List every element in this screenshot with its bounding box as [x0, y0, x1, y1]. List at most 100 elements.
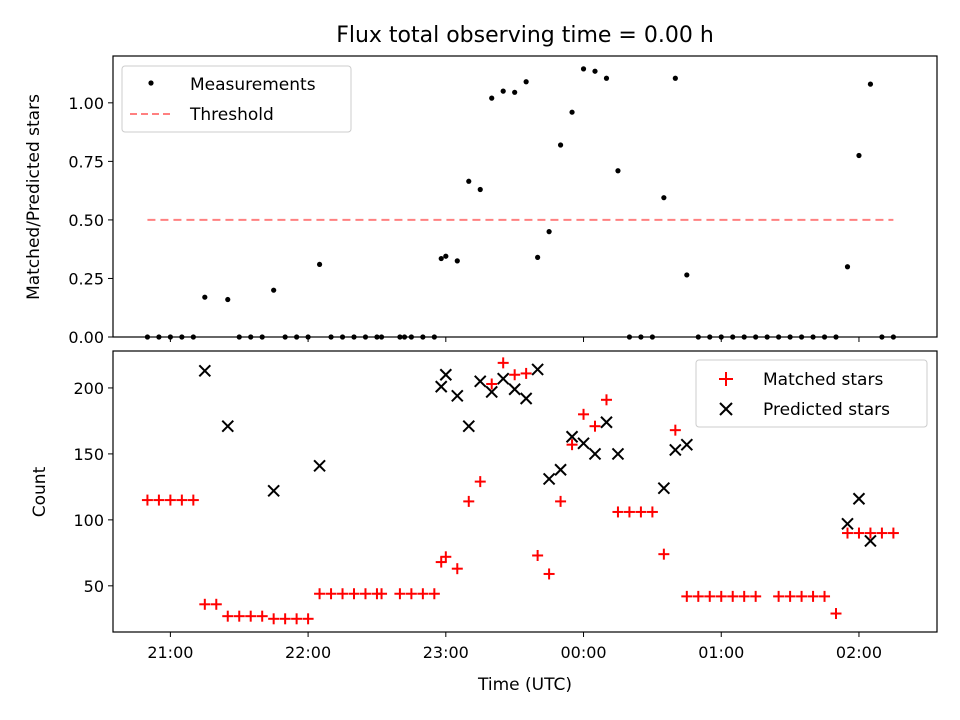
predicted-star-stroke-b [462, 419, 475, 433]
top-legend-box [121, 65, 352, 133]
matched-star-point [876, 527, 888, 539]
legend-measurements-label: Measurements [190, 75, 316, 95]
matched-star-point [233, 610, 245, 622]
bottom-x-tick-label: 00:00 [560, 643, 606, 662]
matched-star-point [314, 588, 326, 600]
predicted-star-stroke-b [841, 517, 854, 531]
matched-star-point [635, 506, 647, 518]
matched-star-point [784, 590, 796, 602]
predicted-star-point [508, 383, 521, 396]
bottom-chart: 50 100 150 200 21:00 22:00 23:00 00:00 01:00 02:… [30, 350, 938, 695]
matched-star-point [796, 590, 808, 602]
bottom-x-tick-labels: 21:00 22:00 23:00 00:00 01:00 02:00 [147, 632, 882, 662]
matched-star-point [497, 357, 509, 369]
predicted-star-stroke-b [451, 389, 464, 403]
matched-star-point [750, 590, 762, 602]
matched-star-point [520, 367, 532, 379]
matched-star-point [841, 527, 853, 539]
measurement-point [489, 95, 495, 101]
predicted-star-point [435, 380, 448, 393]
predicted-star-point [680, 438, 694, 451]
bottom-y-tick-label: 150 [73, 445, 104, 464]
matched-star-point [566, 439, 578, 451]
predicted-star-point [451, 389, 464, 403]
top-y-tick-label: 0.00 [68, 328, 104, 347]
matched-star-point [658, 548, 670, 560]
measurement-point [684, 272, 690, 278]
matched-star-point [623, 506, 635, 518]
predicted-star-stroke-b [496, 372, 510, 385]
matched-star-point [153, 494, 165, 506]
measurement-point [580, 66, 587, 72]
matched-star-point [474, 476, 486, 488]
matched-star-point [807, 590, 819, 602]
matched-star-point [463, 495, 475, 507]
bottom-y-tick-label: 200 [73, 379, 104, 398]
predicted-star-point [565, 430, 579, 443]
predicted-star-stroke-b [588, 447, 602, 461]
measurement-point [454, 258, 460, 264]
matched-star-point [555, 495, 567, 507]
predicted-star-point [554, 463, 567, 476]
bottom-x-tick-label: 02:00 [836, 643, 882, 662]
matched-star-point [245, 610, 257, 622]
measurement-point [557, 142, 564, 148]
measurement-point [523, 79, 529, 85]
predicted-star-stroke-b [435, 380, 448, 393]
predicted-star-stroke-b [485, 385, 498, 399]
legend-threshold-label: Threshold [189, 105, 274, 125]
measurement-point [661, 195, 667, 201]
top-legend: Measurements Threshold [121, 65, 352, 133]
predicted-star-stroke-b [313, 459, 326, 472]
matched-star-point [612, 506, 624, 518]
matched-star-point [715, 590, 727, 602]
matched-star-point [600, 394, 612, 406]
top-y-tick-label: 0.25 [68, 269, 104, 288]
bottom-legend: Matched stars Predicted stars [695, 359, 928, 428]
legend-predicted-marker [719, 402, 733, 416]
measurement-point [512, 89, 518, 95]
predicted-star-point [198, 364, 212, 377]
predicted-star-point [267, 484, 280, 498]
matched-star-point [853, 527, 865, 539]
matched-star-point [692, 590, 704, 602]
predicted-star-point [600, 416, 613, 429]
predicted-star-stroke-b [565, 430, 579, 443]
predicted-star-point [852, 492, 866, 505]
legend-measurements-marker [148, 80, 154, 86]
predicted-star-stroke-b [221, 419, 234, 433]
predicted-star-point [531, 363, 544, 376]
predicted-star-point [611, 447, 625, 461]
matched-star-point [486, 378, 498, 390]
measurement-point [477, 186, 483, 193]
bottom-x-tick-label: 22:00 [285, 643, 331, 662]
predicted-star-stroke-b [439, 368, 453, 381]
predicted-star-point [496, 372, 510, 385]
matched-star-point [359, 588, 371, 600]
matched-star-point [405, 588, 417, 600]
measurement-point [535, 254, 541, 260]
measurement-point [438, 255, 444, 262]
predicted-star-point [864, 534, 877, 548]
predicted-star-point [588, 447, 602, 461]
measurement-point [592, 68, 598, 74]
measurement-point [615, 168, 621, 174]
predicted-star-stroke-b [600, 416, 613, 429]
matched-star-point [543, 568, 555, 580]
predicted-star-point [485, 385, 498, 399]
predicted-star-stroke-b [680, 438, 694, 451]
matched-star-point [509, 369, 521, 381]
legend-matched-marker [719, 372, 733, 386]
measurement-point [856, 152, 862, 159]
matched-star-point [532, 549, 544, 561]
bottom-y-axis-label: Count [30, 466, 50, 517]
legend-matched-label: Matched stars [763, 370, 883, 390]
matched-star-point [141, 494, 153, 506]
matched-star-point [199, 598, 211, 610]
bottom-plot-frame [112, 350, 938, 633]
legend-predicted-label: Predicted stars [763, 400, 890, 420]
matched-star-point [256, 610, 268, 622]
matched-star-point [864, 527, 876, 539]
matched-star-point [669, 424, 681, 436]
matched-star-point [187, 494, 199, 506]
